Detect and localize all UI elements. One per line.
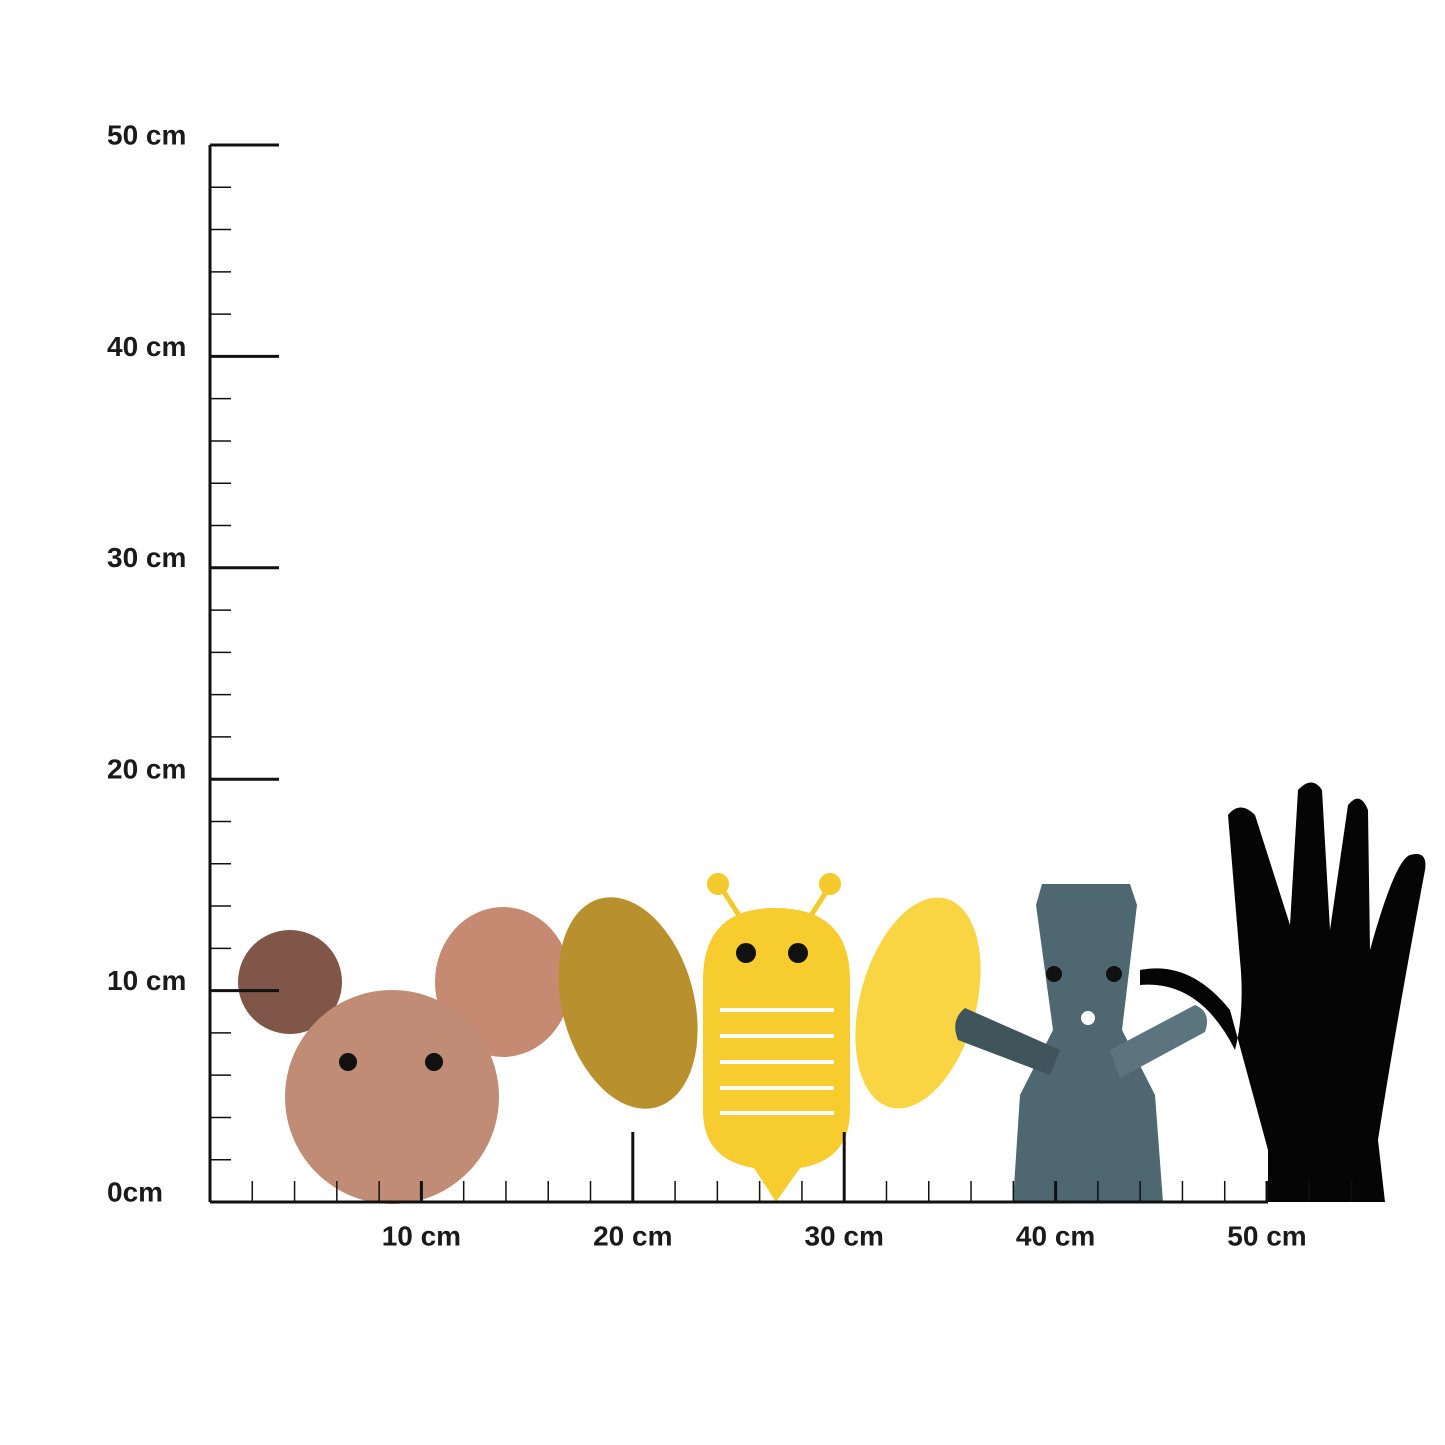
y-tick-label: 50 cm <box>107 119 186 150</box>
x-tick-label: 20 cm <box>593 1220 672 1251</box>
products <box>238 782 1426 1204</box>
antenna-tip <box>819 873 841 895</box>
mouse-ear <box>238 930 342 1034</box>
eye <box>736 943 756 963</box>
antenna-tip <box>707 873 729 895</box>
y-tick-label: 30 cm <box>107 542 186 573</box>
mouse-head <box>285 990 499 1204</box>
x-tick-label: 50 cm <box>1227 1220 1306 1251</box>
eye <box>1046 966 1062 982</box>
x-tick-label: 30 cm <box>804 1220 883 1251</box>
figure-body <box>1013 884 1163 1202</box>
figure-mouth <box>1081 1011 1095 1025</box>
figure-arm <box>955 1008 1060 1075</box>
bee-wing <box>558 897 698 1109</box>
eye <box>339 1053 357 1071</box>
x-tick-label: 40 cm <box>1016 1220 1095 1251</box>
bee-stripes <box>720 1008 834 1115</box>
x-tick-label: 10 cm <box>382 1220 461 1251</box>
eye <box>788 943 808 963</box>
mouse-ear <box>435 907 571 1057</box>
y-tick-label: 10 cm <box>107 965 186 996</box>
y-tick-label: 0cm <box>107 1176 163 1207</box>
eye <box>1106 966 1122 982</box>
bee-body <box>703 908 850 1202</box>
hand-silhouette <box>1140 782 1426 1202</box>
y-tick-label: 40 cm <box>107 331 186 362</box>
y-tick-label: 20 cm <box>107 754 186 785</box>
bee-wing <box>855 897 981 1109</box>
figure-arm <box>1110 1005 1208 1078</box>
ruler: 50 cm 40 cm 30 cm 20 cm 10 cm 0cm 10 cm 20 cm 30… <box>107 119 1353 1251</box>
eye <box>425 1053 443 1071</box>
